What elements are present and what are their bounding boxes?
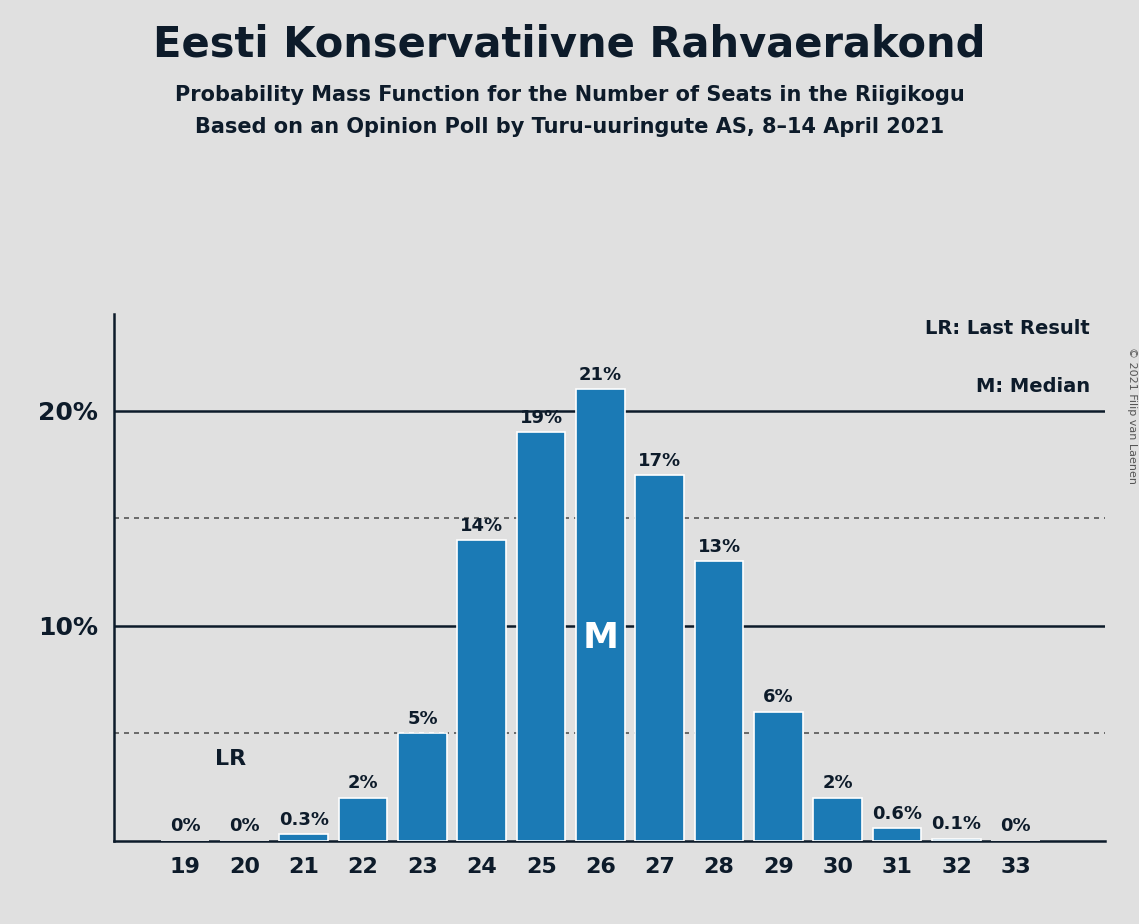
Text: 0%: 0% <box>170 818 200 835</box>
Bar <box>279 834 328 841</box>
Text: 2%: 2% <box>347 774 378 793</box>
Bar <box>932 839 981 841</box>
Bar <box>458 540 506 841</box>
Bar <box>338 797 387 841</box>
Text: 19%: 19% <box>519 409 563 427</box>
Bar <box>872 828 921 841</box>
Text: © 2021 Filip van Laenen: © 2021 Filip van Laenen <box>1126 347 1137 484</box>
Text: 6%: 6% <box>763 688 794 707</box>
Text: M: M <box>582 621 618 655</box>
Text: M: Median: M: Median <box>976 377 1090 396</box>
Text: LR: Last Result: LR: Last Result <box>925 320 1090 338</box>
Text: Probability Mass Function for the Number of Seats in the Riigikogu: Probability Mass Function for the Number… <box>174 85 965 105</box>
Text: 0.3%: 0.3% <box>279 811 329 829</box>
Text: 0%: 0% <box>1000 818 1031 835</box>
Text: 0.6%: 0.6% <box>872 805 923 822</box>
Text: 14%: 14% <box>460 517 503 534</box>
Bar <box>636 475 685 841</box>
Bar <box>813 797 862 841</box>
Text: 17%: 17% <box>638 452 681 470</box>
Text: 5%: 5% <box>407 710 437 728</box>
Bar <box>754 711 803 841</box>
Bar <box>576 389 625 841</box>
Text: 0%: 0% <box>229 818 260 835</box>
Bar <box>695 562 744 841</box>
Text: 13%: 13% <box>697 538 740 556</box>
Text: Based on an Opinion Poll by Turu-uuringute AS, 8–14 April 2021: Based on an Opinion Poll by Turu-uuringu… <box>195 117 944 138</box>
Text: 2%: 2% <box>822 774 853 793</box>
Bar <box>399 734 446 841</box>
Text: Eesti Konservatiivne Rahvaerakond: Eesti Konservatiivne Rahvaerakond <box>154 23 985 65</box>
Text: 21%: 21% <box>579 366 622 384</box>
Text: 0.1%: 0.1% <box>932 815 982 833</box>
Bar <box>517 432 565 841</box>
Text: LR: LR <box>215 749 246 769</box>
